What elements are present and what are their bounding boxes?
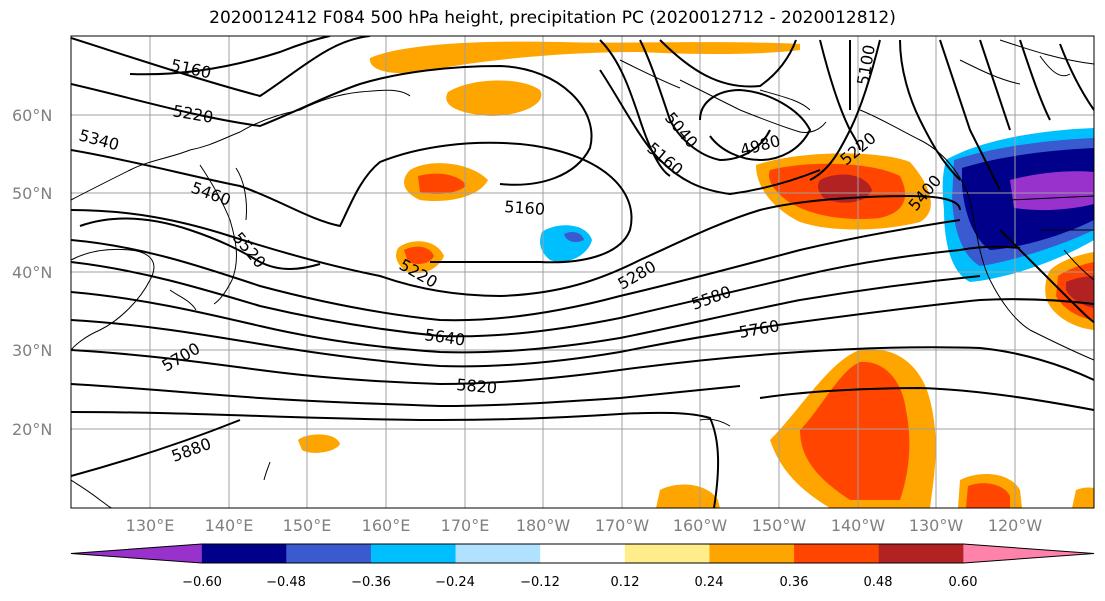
colorbar-segment [540, 544, 626, 563]
lat-tick-label: 20°N [12, 420, 52, 439]
gridlines [71, 36, 1094, 508]
colorbar-tick-label: 0.60 [949, 575, 978, 590]
colorbar-tick-label: −0.48 [266, 575, 306, 590]
colorbar-segment [963, 544, 1094, 563]
contour-label: 5160 [504, 197, 546, 219]
map-frame [70, 35, 1095, 509]
colorbar [70, 543, 1095, 564]
colorbar-segment [624, 544, 710, 563]
lon-tick-label: 130°E [126, 516, 175, 535]
colorbar-outline [70, 543, 1095, 564]
colorbar-tick-label: 0.48 [864, 575, 893, 590]
map-title: 2020012412 F084 500 hPa height, precipit… [209, 8, 896, 28]
lon-tick-label: 160°W [673, 516, 728, 535]
colorbar-segment [878, 544, 964, 563]
colorbar-tick-label: 0.12 [611, 575, 640, 590]
lat-tick-label: 50°N [12, 184, 52, 203]
contour-label: 5820 [456, 375, 498, 397]
lon-tick-label: 150°W [752, 516, 807, 535]
lon-tick-label: 170°E [441, 516, 490, 535]
colorbar-segment [286, 544, 372, 563]
lon-tick-label: 140°E [205, 516, 254, 535]
precip-shading [298, 41, 1094, 508]
colorbar-segment [71, 544, 202, 563]
colorbar-tick-label: −0.36 [351, 575, 391, 590]
colorbar-segment [709, 544, 795, 563]
colorbar-tick-label: −0.60 [182, 575, 222, 590]
colorbar-segment [201, 544, 287, 563]
height-contours [71, 36, 1094, 508]
longitude-axis: 130°E 140°E 150°E 160°E 170°E 180°W 170°… [126, 516, 1043, 535]
colorbar-tick-label: 0.24 [695, 575, 724, 590]
lon-tick-label: 180°W [516, 516, 571, 535]
lon-tick-label: 170°W [595, 516, 650, 535]
colorbar-ticks: −0.60 −0.48 −0.36 −0.24 −0.12 0.12 0.24 … [182, 575, 977, 590]
colorbar-segment [794, 544, 880, 563]
colorbar-tick-label: −0.12 [520, 575, 560, 590]
lat-tick-label: 30°N [12, 341, 52, 360]
lat-tick-label: 60°N [12, 106, 52, 125]
lon-tick-label: 130°W [909, 516, 964, 535]
colorbar-segment [455, 544, 541, 563]
lon-tick-label: 160°E [362, 516, 411, 535]
lon-tick-label: 140°W [831, 516, 886, 535]
colorbar-segment [370, 544, 457, 563]
lon-tick-label: 120°W [988, 516, 1043, 535]
latitude-axis: 60°N 50°N 40°N 30°N 20°N [12, 106, 52, 439]
colorbar-tick-label: 0.36 [780, 575, 809, 590]
colorbar-tick-label: −0.24 [435, 575, 475, 590]
lat-tick-label: 40°N [12, 263, 52, 282]
precip-negative-shading [540, 128, 1094, 282]
lon-tick-label: 150°E [283, 516, 332, 535]
